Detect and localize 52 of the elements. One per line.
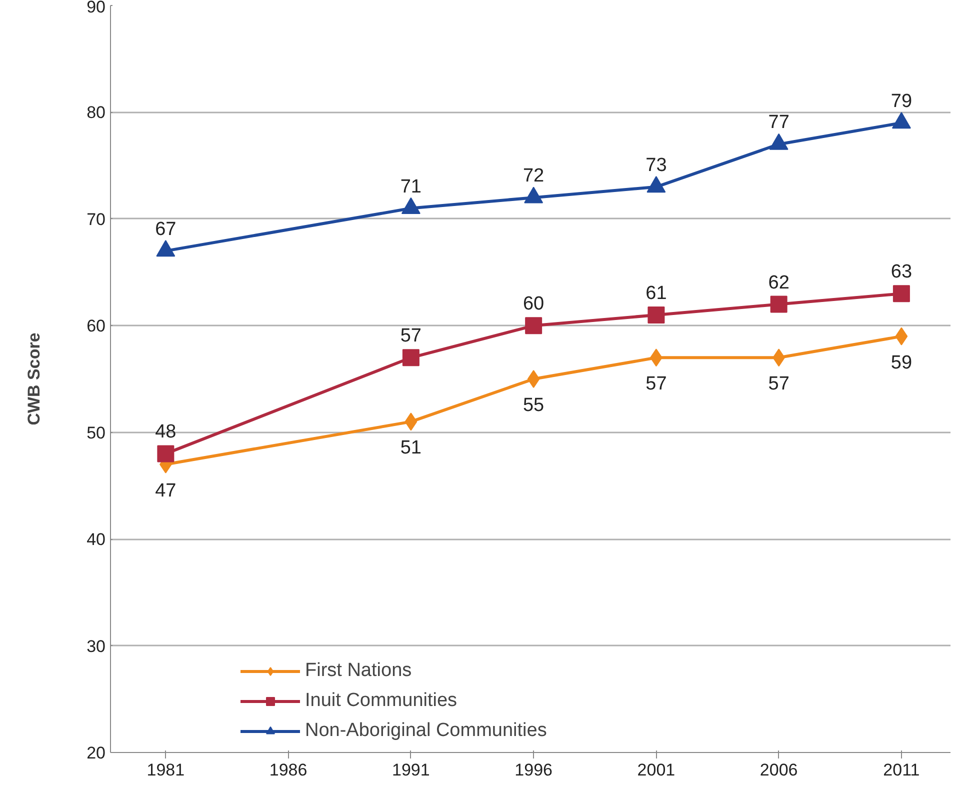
- data-label: 72: [523, 166, 544, 187]
- point: [156, 240, 176, 257]
- y-tick-label: 50: [86, 423, 106, 442]
- y-tick-label: 30: [86, 636, 106, 656]
- x-tick-label: 2001: [637, 760, 676, 780]
- data-label: 60: [523, 294, 544, 315]
- x-tick-label: 1986: [269, 760, 308, 780]
- data-label: 63: [890, 262, 912, 283]
- y-tick-label: 60: [86, 316, 106, 336]
- point: [157, 445, 174, 462]
- legend-label: Inuit Communities: [305, 690, 458, 712]
- data-label: 48: [155, 422, 176, 443]
- point: [404, 412, 418, 431]
- point: [770, 296, 788, 313]
- legend-label: First Nations: [305, 660, 412, 682]
- data-label: 61: [646, 282, 667, 304]
- data-label: 77: [768, 112, 790, 134]
- data-label: 79: [890, 90, 912, 112]
- data-label: 73: [646, 154, 667, 176]
- y-tick-label: 40: [86, 530, 106, 550]
- data-label: 67: [155, 218, 176, 240]
- y-tick-label: 70: [86, 210, 106, 229]
- data-label: 71: [400, 176, 422, 198]
- y-tick-label: 90: [86, 0, 106, 16]
- point: [648, 306, 665, 324]
- point: [892, 112, 911, 129]
- point: [646, 176, 666, 193]
- x-tick-label: 2011: [883, 760, 920, 780]
- data-label: 47: [155, 480, 176, 502]
- point: [769, 133, 788, 150]
- data-label: 59: [890, 352, 912, 374]
- data-label: 57: [646, 374, 667, 395]
- data-label: 51: [400, 438, 422, 459]
- point: [892, 285, 910, 302]
- data-label: 57: [768, 374, 790, 395]
- x-tick-label: 1996: [514, 760, 552, 780]
- y-tick-label: 80: [86, 103, 106, 122]
- point: [895, 327, 908, 346]
- x-tick-label: 1991: [392, 760, 430, 780]
- data-label: 57: [400, 326, 422, 347]
- x-tick-label: 1981: [146, 760, 185, 780]
- point: [525, 317, 542, 334]
- x-tick-label: 2006: [760, 760, 798, 780]
- data-label: 62: [768, 272, 790, 294]
- point: [524, 186, 544, 204]
- point: [401, 197, 420, 214]
- y-axis-title: CWB Score: [24, 332, 44, 426]
- point: [402, 349, 420, 366]
- legend-label: Non-Aboriginal Communities: [305, 720, 547, 742]
- data-label: 55: [523, 395, 544, 416]
- y-tick-label: 20: [86, 744, 106, 762]
- point: [527, 370, 540, 388]
